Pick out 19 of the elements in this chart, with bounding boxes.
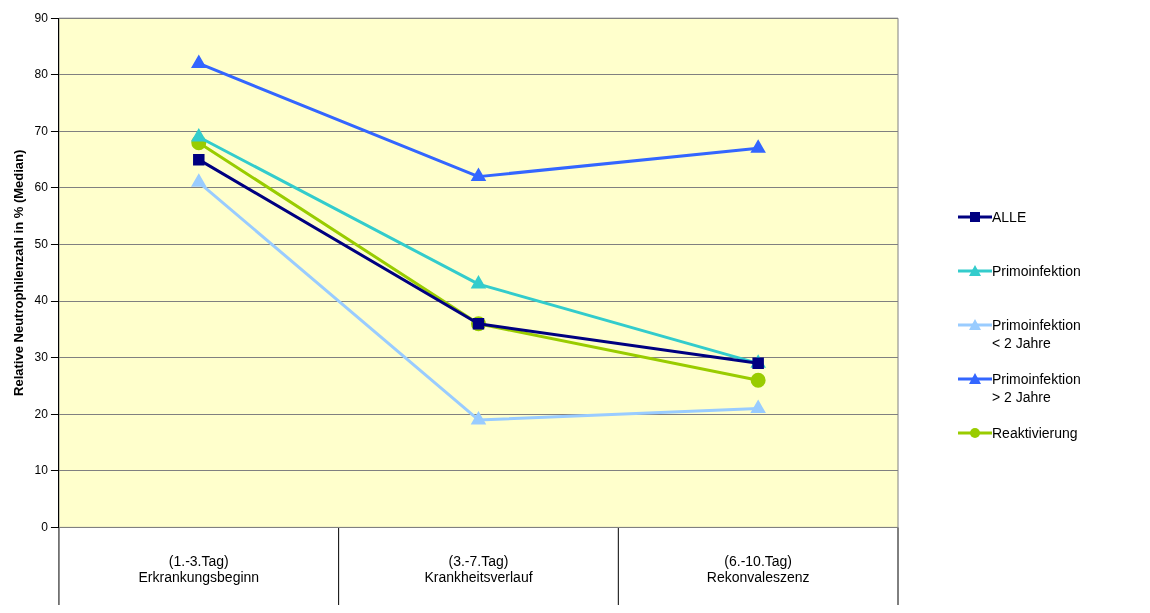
legend-label: Primoinfektion <box>992 262 1081 280</box>
legend-label: Primoinfektion < 2 Jahre <box>992 316 1081 352</box>
y-tick-label: 30 <box>34 349 49 364</box>
y-tick-label: 0 <box>41 519 49 534</box>
legend-label: Primoinfektion > 2 Jahre <box>992 370 1081 406</box>
y-tick-label: 90 <box>34 10 49 25</box>
y-tick-label: 80 <box>34 67 49 82</box>
y-tick-label: 20 <box>34 406 49 421</box>
y-tick-label: 70 <box>34 123 49 138</box>
y-axis-title: Relative Neutrophilenzahl in % (Median) <box>11 149 27 396</box>
x-tick-label: (6.-10.Tag) Rekonvaleszenz <box>706 552 810 586</box>
y-tick-label: 50 <box>34 236 49 251</box>
y-tick-label: 10 <box>34 463 49 478</box>
x-tick-label: (1.-3.Tag) Erkrankungsbeginn <box>138 552 260 586</box>
y-tick-label: 60 <box>34 180 49 195</box>
x-tick-label: (3.-7.Tag) Krankheitsverlauf <box>424 552 533 586</box>
y-tick-label: 40 <box>34 293 49 308</box>
legend-label: Reaktivierung <box>992 424 1078 442</box>
legend-label: ALLE <box>992 208 1027 226</box>
